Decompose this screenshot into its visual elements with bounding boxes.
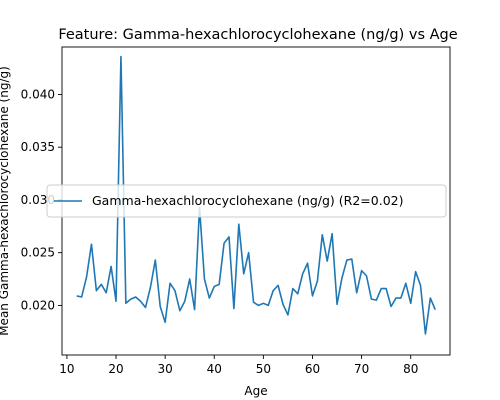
- x-axis-ticks: 10 20 30 40 50 60 70 80: [59, 355, 418, 376]
- y-axis-ticks: 0.020 0.025 0.030 0.035 0.040: [21, 87, 62, 312]
- y-tick-label: 0.030: [21, 193, 55, 207]
- series-line: [76, 55, 437, 335]
- y-tick-label: 0.040: [21, 87, 55, 101]
- y-tick-label: 0.020: [21, 298, 55, 312]
- y-axis-label: Mean Gamma-hexachlorocyclohexane (ng/g): [0, 66, 11, 336]
- series-layer: [76, 55, 437, 335]
- y-tick-label: 0.035: [21, 140, 55, 154]
- legend-label: Gamma-hexachlorocyclohexane (ng/g) (R2=0…: [92, 193, 403, 208]
- x-tick-label: 20: [108, 362, 123, 376]
- x-tick-label: 40: [207, 362, 222, 376]
- legend: Gamma-hexachlorocyclohexane (ng/g) (R2=0…: [46, 184, 447, 218]
- x-tick-label: 70: [354, 362, 369, 376]
- y-tick-label: 0.025: [21, 246, 55, 260]
- x-tick-label: 30: [157, 362, 172, 376]
- x-tick-label: 50: [256, 362, 271, 376]
- x-axis-label: Age: [244, 384, 267, 398]
- x-tick-label: 10: [59, 362, 74, 376]
- chart-title: Feature: Gamma-hexachlorocyclohexane (ng…: [58, 27, 457, 43]
- legend-box: [46, 184, 447, 218]
- x-tick-label: 60: [305, 362, 320, 376]
- x-tick-label: 80: [403, 362, 418, 376]
- plot-area: 10 20 30 40 50 60 70 80 0.0200.0250.0300.0350.0…: [21, 46, 451, 376]
